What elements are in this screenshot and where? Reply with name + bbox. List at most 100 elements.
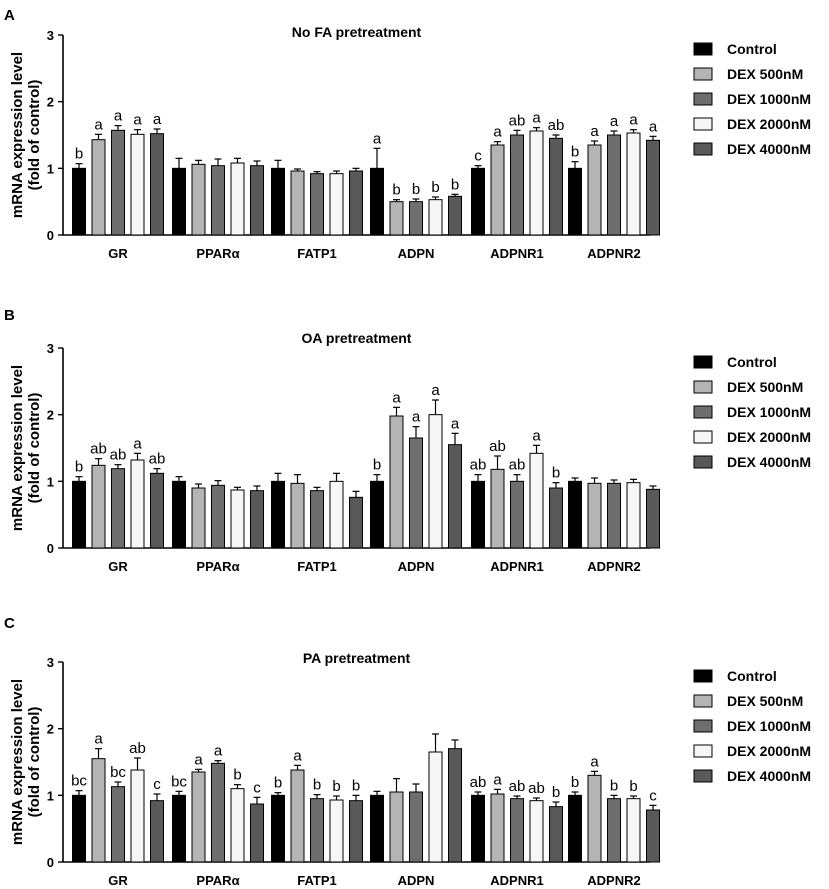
significance-letter: ab bbox=[548, 117, 565, 134]
bar bbox=[511, 135, 524, 235]
y-tick-label: 2 bbox=[47, 722, 54, 737]
significance-letter: a bbox=[590, 753, 599, 770]
y-tick-label: 0 bbox=[47, 855, 54, 870]
bar bbox=[272, 481, 285, 548]
bar bbox=[251, 804, 264, 862]
x-tick-label: ADPN bbox=[398, 873, 435, 888]
bar bbox=[350, 171, 363, 235]
legend-swatch bbox=[694, 720, 712, 732]
bar bbox=[491, 145, 504, 235]
bar bbox=[231, 490, 244, 548]
bar bbox=[251, 166, 264, 235]
bar bbox=[330, 174, 343, 235]
figure: ANo FA pretreatmentmRNA expression level… bbox=[0, 0, 829, 889]
bar bbox=[627, 133, 640, 235]
bar bbox=[212, 485, 225, 548]
panel-letter: C bbox=[4, 615, 15, 632]
significance-letter: c bbox=[253, 779, 261, 796]
bar bbox=[251, 491, 264, 548]
y-tick-label: 2 bbox=[47, 95, 54, 110]
significance-letter: ab bbox=[509, 457, 526, 474]
significance-letter: a bbox=[412, 409, 421, 426]
bar bbox=[330, 800, 343, 862]
bar bbox=[291, 483, 304, 548]
legend-label: DEX 1000nM bbox=[727, 718, 811, 734]
y-axis-label-units: (fold of control) bbox=[26, 707, 43, 818]
bar bbox=[449, 445, 462, 548]
significance-letter: a bbox=[590, 123, 599, 140]
legend-swatch bbox=[694, 431, 712, 443]
y-axis-label-units: (fold of control) bbox=[26, 80, 43, 191]
bar bbox=[272, 795, 285, 862]
bar bbox=[73, 481, 86, 548]
significance-letter: bc bbox=[110, 764, 126, 781]
bar bbox=[410, 792, 423, 862]
x-tick-label: ADPN bbox=[398, 559, 435, 574]
bar bbox=[173, 168, 186, 235]
legend-label: DEX 500nM bbox=[727, 693, 803, 709]
bar bbox=[569, 795, 582, 862]
bar bbox=[151, 801, 164, 862]
bar bbox=[73, 168, 86, 235]
bar bbox=[192, 164, 205, 235]
bar bbox=[647, 140, 660, 235]
significance-letter: b bbox=[332, 778, 340, 795]
panel-title: OA pretreatment bbox=[302, 330, 412, 346]
bar bbox=[588, 483, 601, 548]
bar bbox=[429, 415, 442, 548]
bar bbox=[112, 469, 125, 548]
bar bbox=[390, 416, 403, 548]
y-tick-label: 1 bbox=[47, 788, 54, 803]
bar bbox=[550, 807, 563, 862]
legend-swatch bbox=[694, 670, 712, 682]
legend-label: DEX 1000nM bbox=[727, 91, 811, 107]
x-tick-label: GR bbox=[108, 246, 128, 261]
x-tick-label: GR bbox=[108, 559, 128, 574]
legend-label: Control bbox=[727, 41, 777, 57]
bar bbox=[112, 787, 125, 862]
bar bbox=[92, 140, 105, 235]
bar bbox=[410, 202, 423, 235]
y-axis-label: mRNA expression level bbox=[9, 365, 26, 531]
y-tick-label: 2 bbox=[47, 408, 54, 423]
x-tick-label: ADPNR2 bbox=[587, 559, 640, 574]
x-tick-label: ADPN bbox=[398, 246, 435, 261]
significance-letter: b bbox=[313, 777, 321, 794]
bar bbox=[491, 794, 504, 862]
bar bbox=[550, 488, 563, 548]
legend-swatch bbox=[694, 695, 712, 707]
significance-letter: a bbox=[493, 771, 502, 788]
significance-letter: b bbox=[392, 182, 400, 199]
legend-label: DEX 500nM bbox=[727, 379, 803, 395]
significance-letter: a bbox=[114, 108, 123, 125]
x-tick-label: PPARα bbox=[196, 873, 239, 888]
significance-letter: b bbox=[610, 777, 618, 794]
bar bbox=[231, 789, 244, 862]
significance-letter: c bbox=[474, 148, 482, 165]
bar bbox=[350, 497, 363, 548]
bar bbox=[390, 792, 403, 862]
bar bbox=[608, 135, 621, 235]
significance-letter: b bbox=[552, 465, 560, 482]
bar bbox=[530, 801, 543, 862]
legend-label: DEX 2000nM bbox=[727, 116, 811, 132]
legend-label: DEX 1000nM bbox=[727, 404, 811, 420]
bar bbox=[530, 453, 543, 548]
bar bbox=[511, 481, 524, 548]
significance-letter: a bbox=[133, 435, 142, 452]
bar bbox=[608, 799, 621, 862]
significance-letter: ab bbox=[470, 774, 487, 791]
legend-label: Control bbox=[727, 668, 777, 684]
significance-letter: ab bbox=[489, 438, 506, 455]
x-tick-label: FATP1 bbox=[297, 559, 337, 574]
significance-letter: a bbox=[610, 113, 619, 130]
significance-letter: b bbox=[571, 144, 579, 161]
y-tick-label: 1 bbox=[47, 474, 54, 489]
bar bbox=[472, 795, 485, 862]
significance-letter: b bbox=[412, 181, 420, 198]
significance-letter: a bbox=[532, 110, 541, 127]
significance-letter: a bbox=[373, 130, 382, 147]
x-tick-label: ADPNR1 bbox=[490, 873, 543, 888]
legend-swatch bbox=[694, 93, 712, 105]
legend-swatch bbox=[694, 456, 712, 468]
